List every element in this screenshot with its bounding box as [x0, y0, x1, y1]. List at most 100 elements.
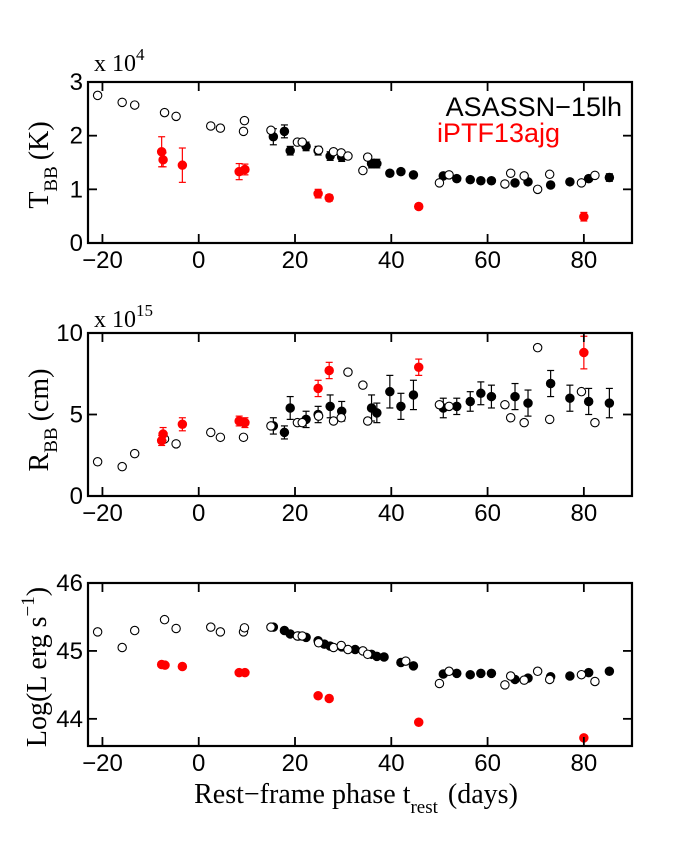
x-tick-label: 0: [192, 247, 205, 274]
y-tick-label: 0: [70, 230, 83, 257]
data-point: [452, 173, 462, 184]
data-point: [362, 152, 373, 162]
data-point: [434, 178, 445, 188]
data-point: [336, 640, 346, 651]
legend-entry-iptf: iPTF13ajg: [437, 118, 560, 148]
data-point: [604, 398, 615, 408]
data-point: [523, 398, 533, 408]
data-point: [159, 107, 170, 118]
data-point: [362, 416, 373, 426]
data-point: [583, 396, 594, 407]
x-tick-label: 40: [378, 500, 405, 527]
data-point: [240, 417, 250, 428]
x-tick-label: 60: [474, 500, 501, 527]
data-point: [576, 669, 587, 680]
data-point: [328, 642, 339, 653]
data-point: [158, 155, 168, 165]
data-point: [358, 380, 368, 390]
data-point: [532, 342, 543, 353]
data-point: [117, 97, 127, 108]
data-point: [328, 147, 339, 157]
data-point: [486, 175, 497, 186]
x-tick-label: 20: [282, 750, 309, 777]
data-point: [452, 668, 462, 679]
x-tick-label: 80: [571, 247, 598, 274]
data-point: [505, 671, 516, 681]
data-point: [156, 147, 167, 157]
x-tick-label: 0: [192, 750, 205, 777]
data-point: [476, 668, 486, 679]
data-point: [400, 656, 411, 666]
y-tick-label: 46: [56, 570, 83, 597]
luminosity-marks: [92, 614, 615, 743]
data-point: [385, 386, 395, 397]
data-point: [129, 625, 140, 636]
y-tick-label: 3: [70, 69, 83, 96]
data-point: [266, 421, 276, 431]
x-tick-label: 60: [474, 247, 501, 274]
data-point: [215, 432, 226, 443]
data-point: [510, 391, 520, 402]
data-point: [215, 627, 226, 637]
x-tick-label: 80: [571, 750, 598, 777]
data-point: [240, 164, 250, 175]
data-point: [379, 652, 389, 662]
data-point: [565, 671, 575, 681]
luminosity-panel: Log(L erg s−1) −20 0 20 40 60 80 44 45 46: [18, 570, 634, 777]
data-point: [297, 631, 307, 641]
data-point: [505, 413, 516, 423]
luminosity-ticks: −20 0 20 40 60 80 44 45 46: [56, 570, 632, 777]
data-point: [544, 674, 555, 685]
data-point: [545, 378, 556, 389]
data-point: [500, 399, 510, 410]
data-point: [285, 403, 295, 413]
data-point: [544, 414, 555, 425]
data-point: [465, 396, 475, 407]
data-point: [238, 126, 249, 137]
data-point: [239, 115, 250, 126]
data-point: [324, 365, 334, 376]
data-point: [505, 168, 516, 178]
data-point: [324, 693, 334, 704]
data-point: [92, 457, 103, 467]
data-point: [408, 390, 419, 400]
data-point: [129, 100, 140, 110]
x-tick-label: 20: [282, 247, 309, 274]
data-point: [408, 661, 419, 671]
x-tick-label: −20: [82, 500, 123, 527]
x-tick-label: −20: [82, 247, 123, 274]
y-tick-label: 5: [70, 402, 83, 429]
data-point: [171, 623, 181, 634]
data-point: [579, 347, 589, 358]
data-point: [238, 432, 249, 443]
y-tick-label: 44: [56, 706, 83, 733]
data-point: [544, 169, 555, 180]
data-point: [117, 461, 127, 472]
data-point: [486, 391, 497, 402]
temperature-y-axis-label: TBB(K): [24, 121, 62, 208]
data-point: [476, 388, 486, 399]
data-point: [343, 367, 353, 377]
temperature-marks: [92, 90, 615, 222]
data-point: [129, 448, 140, 459]
data-point: [328, 416, 339, 426]
y-tick-label: 2: [70, 123, 83, 150]
x-tick-label: 40: [378, 750, 405, 777]
data-point: [159, 614, 170, 625]
x-tick-label: 20: [282, 500, 309, 527]
data-point: [279, 427, 290, 438]
data-point: [565, 177, 575, 187]
y-tick-label: 45: [56, 638, 83, 665]
data-point: [413, 201, 424, 212]
y-tick-label: 10: [56, 320, 83, 347]
data-point: [444, 170, 454, 180]
data-point: [324, 193, 334, 203]
data-point: [117, 642, 127, 653]
data-point: [313, 411, 324, 421]
x-tick-label: 0: [192, 500, 205, 527]
data-point: [171, 111, 181, 122]
data-point: [206, 121, 216, 131]
